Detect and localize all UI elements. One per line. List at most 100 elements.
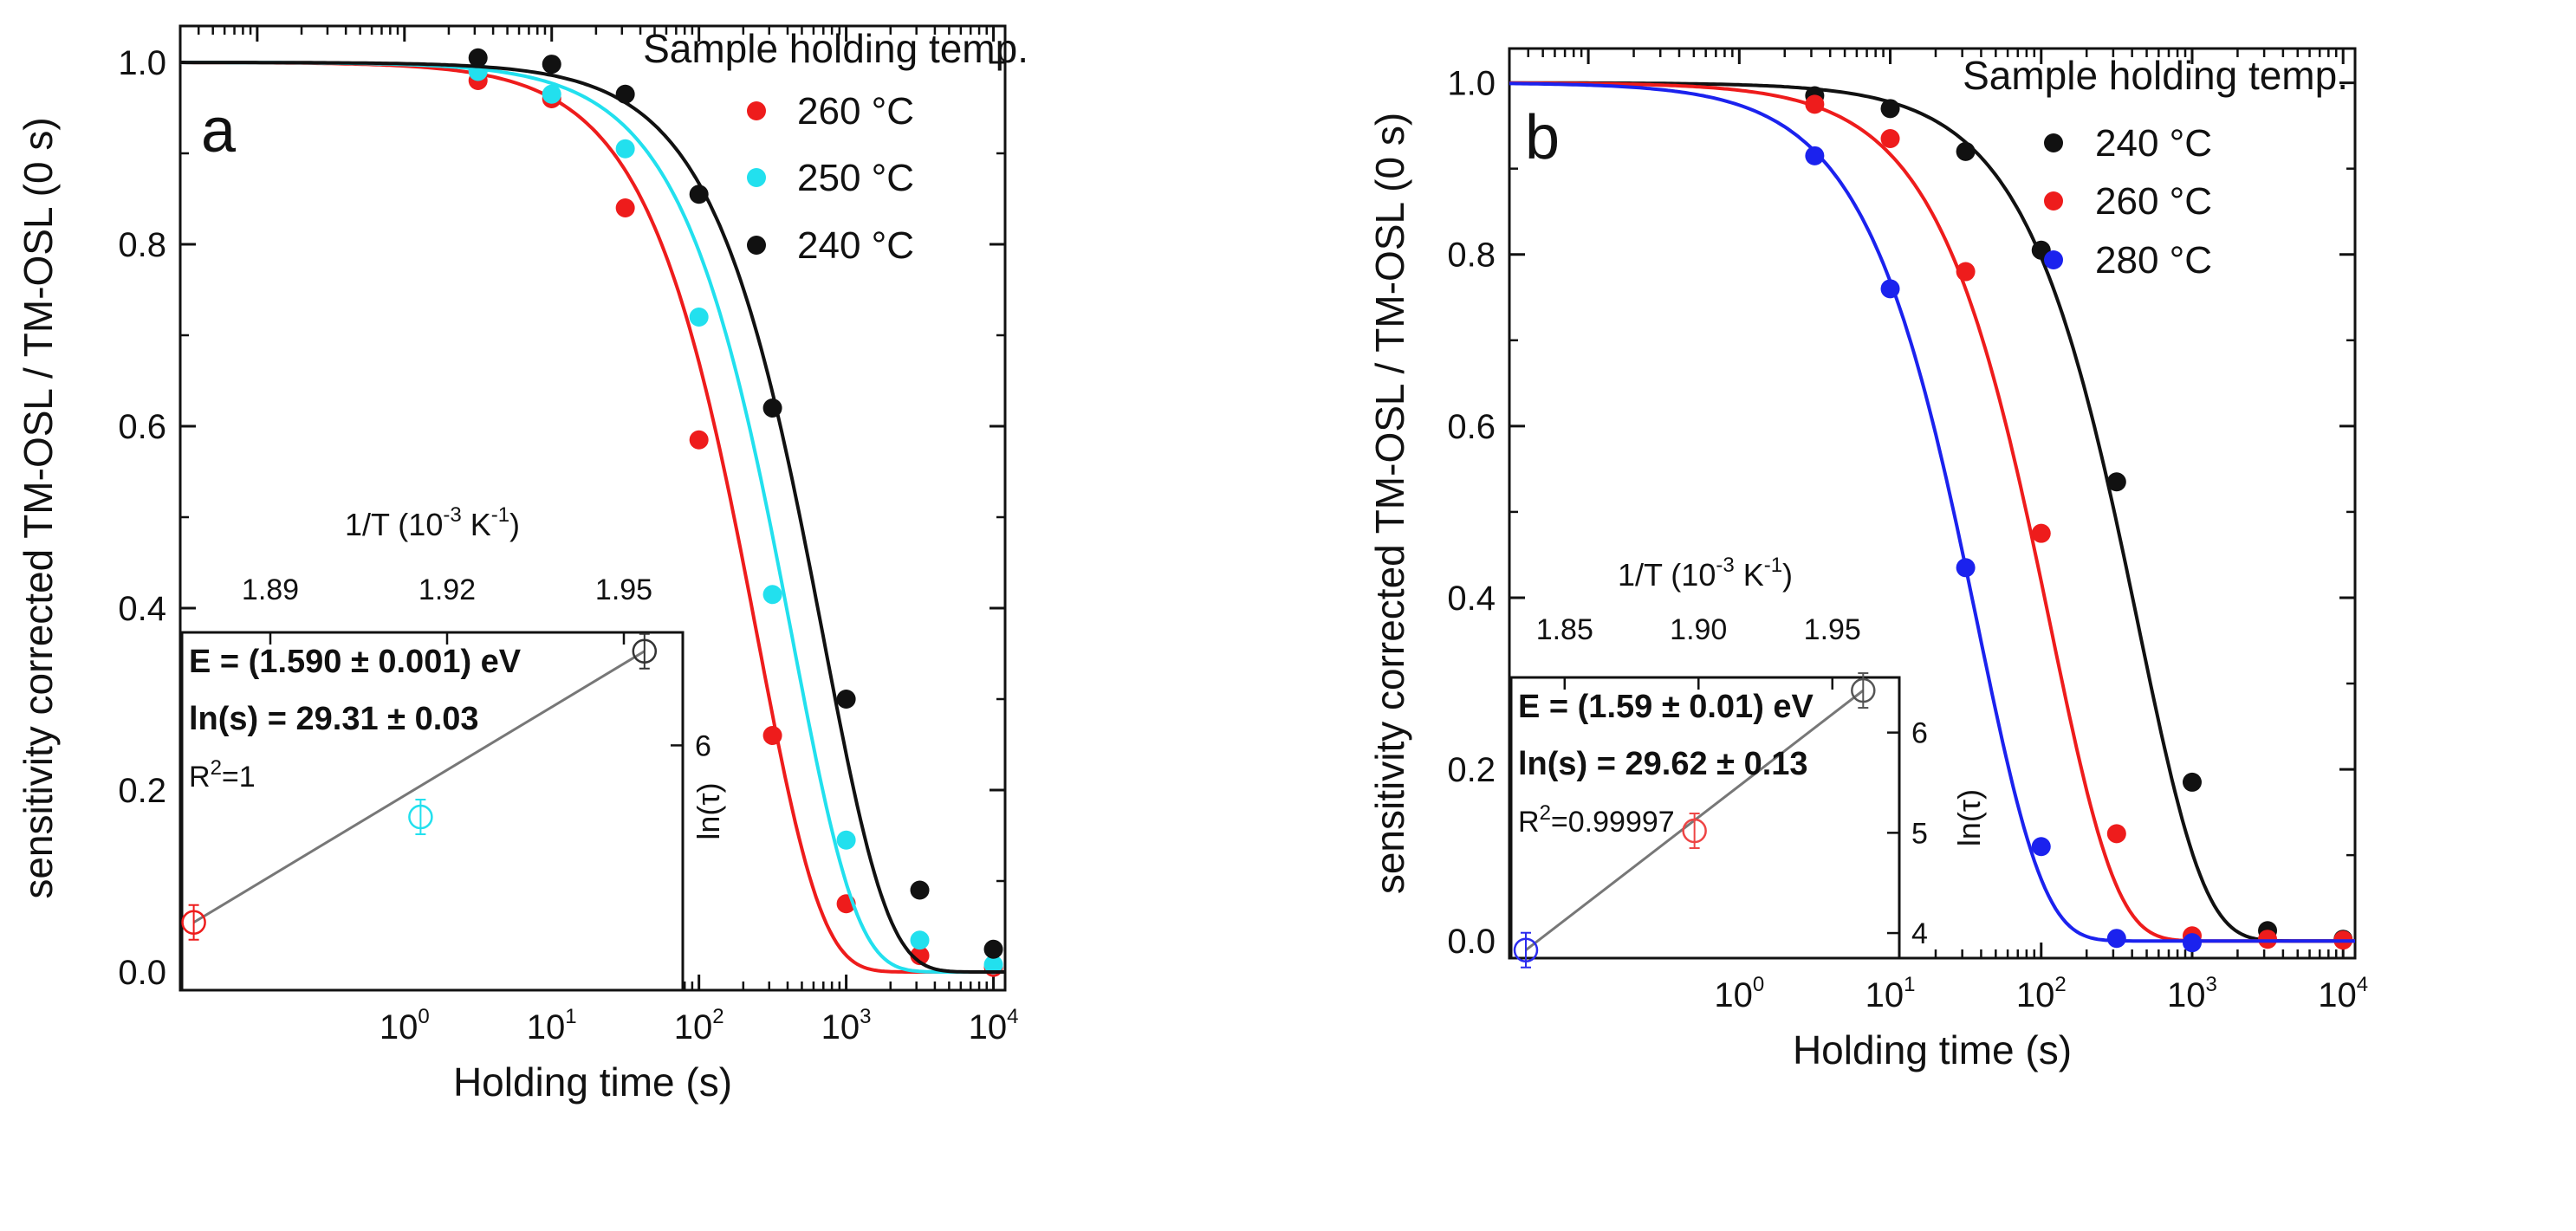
r2-value: =0.99997 <box>1551 806 1675 839</box>
data-point-260C <box>689 430 709 450</box>
inset-x-axis-title: 1/T (10-3 K-1) <box>1618 554 1793 593</box>
x-tick-base: 10 <box>2318 976 2357 1014</box>
inset-x-title-part: 1/T (10 <box>1618 557 1716 593</box>
y-axis-title: sensitivity corrected TM-OSL / TM-OSL (0… <box>1367 113 1412 894</box>
x-axis-title: Holding time (s) <box>1793 1027 2072 1072</box>
x-tick-exponent: 4 <box>1007 1005 1018 1028</box>
x-tick-label: 102 <box>2016 973 2067 1014</box>
x-tick-label: 104 <box>969 1005 1019 1046</box>
data-point-260C <box>762 726 782 745</box>
legend-title: Sample holding temp. <box>1963 53 2348 98</box>
r2-exponent: 2 <box>211 756 222 780</box>
inset-y-tick-label: 6 <box>1911 717 1928 750</box>
data-point-240C <box>2182 772 2202 792</box>
inset-x-tick-label: 1.95 <box>595 573 652 606</box>
inset-annotation-frequency: ln(s) = 29.31 ± 0.03 <box>189 701 479 737</box>
data-point-260C <box>615 198 635 217</box>
legend-label: 280 °C <box>2095 239 2212 282</box>
x-tick-label: 103 <box>821 1005 872 1046</box>
inset-y-axis-title: ln(τ) <box>1951 789 1987 846</box>
x-tick-label: 103 <box>2167 973 2217 1014</box>
inset-x-title-close: ) <box>509 507 520 542</box>
inset-annotation-energy: E = (1.590 ± 0.001) eV <box>189 644 522 680</box>
r2-exponent: 2 <box>1540 801 1551 825</box>
r2-letter: R <box>189 761 211 794</box>
data-point-250C <box>983 955 1003 975</box>
fit-curve-280C <box>1509 81 2355 943</box>
y-tick-label: 0.4 <box>1447 580 1496 618</box>
panel-letter: a <box>201 96 237 165</box>
x-tick-base: 10 <box>380 1008 419 1046</box>
legend-label: 260 °C <box>2095 180 2212 223</box>
fit-curve-240C <box>180 61 1005 974</box>
y-tick-label: 0.2 <box>1447 751 1496 789</box>
y-tick-label: 0.8 <box>1447 236 1496 275</box>
inset-x-title-unit-exp: -1 <box>1764 554 1782 577</box>
x-tick-exponent: 3 <box>2206 973 2217 996</box>
data-point-240C <box>468 48 488 68</box>
x-tick-label: 100 <box>380 1005 430 1046</box>
inset-x-tick-label: 1.92 <box>419 573 476 606</box>
inset-frame <box>180 631 685 992</box>
data-point-240C <box>836 690 856 709</box>
data-point-240C <box>910 880 930 900</box>
data-point-250C <box>689 308 709 327</box>
data-point-280C <box>2031 837 2051 857</box>
y-tick-label: 0.2 <box>118 772 166 810</box>
data-point-240C <box>2106 472 2126 492</box>
x-tick-label: 104 <box>2318 973 2368 1014</box>
data-point-280C <box>1956 558 1976 578</box>
inset-x-tick-label: 1.89 <box>242 573 299 606</box>
inset: 1/T (10-3 K-1) 1.85 1.90 1.95 4 5 6 ln(τ) E = (1… <box>1509 554 1987 969</box>
r2-letter: R <box>1518 806 1540 839</box>
x-tick-base: 10 <box>527 1008 566 1046</box>
data-point-240C <box>1880 99 1900 119</box>
inset-x-tick-label: 1.85 <box>1536 613 1593 646</box>
x-tick-exponent: 1 <box>1904 973 1915 996</box>
data-point-250C <box>615 139 635 159</box>
inset-x-title-exp: -3 <box>1716 554 1734 577</box>
legend-label: 250 °C <box>797 157 914 199</box>
inset-data-point <box>1851 677 1876 703</box>
inset-y-tick-label: 5 <box>1911 817 1928 850</box>
y-tick-label: 0.4 <box>118 590 166 628</box>
data-point-250C <box>542 84 561 104</box>
data-point-260C <box>1880 129 1900 149</box>
data-point-280C <box>1805 146 1825 165</box>
data-point-280C <box>1880 279 1900 299</box>
inset-y-tick-label: 6 <box>695 729 711 762</box>
x-tick-label: 100 <box>1714 973 1764 1014</box>
x-tick-base: 10 <box>2167 976 2206 1014</box>
x-tick-base: 10 <box>2016 976 2055 1014</box>
data-point-250C <box>762 585 782 605</box>
inset-annotation-r2: R2=1 <box>189 756 256 794</box>
x-tick-base: 10 <box>969 1008 1008 1046</box>
x-tick-exponent: 3 <box>860 1005 871 1028</box>
x-tick-base: 10 <box>674 1008 713 1046</box>
x-tick-base: 10 <box>821 1008 860 1046</box>
x-tick-label: 102 <box>674 1005 724 1046</box>
x-tick-label: 101 <box>1865 973 1916 1014</box>
y-tick-label: 0.0 <box>1447 923 1496 961</box>
inset-data-point <box>181 910 206 935</box>
inset-y-axis-title: ln(τ) <box>691 782 726 839</box>
inset-x-title-unit-exp: -1 <box>491 503 509 527</box>
data-point-240C <box>762 398 782 418</box>
x-axis-title: Holding time (s) <box>453 1059 732 1105</box>
legend-label: 240 °C <box>797 224 914 267</box>
legend-marker <box>747 101 766 120</box>
data-point-240C <box>1956 141 1976 161</box>
inset-x-title-close: ) <box>1782 557 1793 593</box>
data-point-280C <box>2182 933 2202 953</box>
legend-marker <box>747 236 766 255</box>
x-tick-exponent: 0 <box>1753 973 1764 996</box>
legend-label: 240 °C <box>2095 122 2212 165</box>
inset-x-title-exp: -3 <box>443 503 461 527</box>
inset-x-title-unit: K <box>1735 557 1764 593</box>
y-axis-title: sensitivity corrected TM-OSL / TM-OSL (0… <box>16 117 61 898</box>
y-tick-label: 1.0 <box>1447 65 1496 103</box>
x-tick-base: 10 <box>1714 976 1753 1014</box>
inset-data-point <box>632 638 658 664</box>
